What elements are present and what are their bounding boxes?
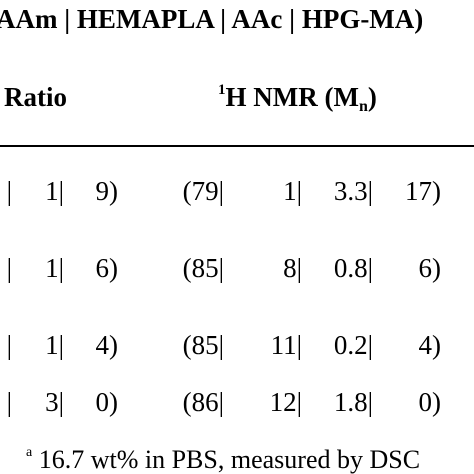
nmr-cell: (79| bbox=[182, 176, 224, 206]
nmr-cell: (85| bbox=[182, 253, 224, 283]
header-rule bbox=[0, 145, 474, 147]
header-nmr: 1H NMR (Mn) bbox=[218, 82, 377, 115]
nmr-cell: 0.2| bbox=[333, 330, 373, 360]
nmr-cell: 3.3| bbox=[333, 176, 373, 206]
footnote: a 16.7 wt% in PBS, measured by DSC bbox=[26, 445, 421, 474]
ratio-cell: 9) bbox=[95, 176, 119, 206]
ratio-cell: 4) bbox=[95, 330, 119, 360]
ratio-cell: 1| bbox=[45, 176, 64, 206]
nmr-cell: 6) bbox=[418, 253, 442, 283]
nmr-cell: 8| bbox=[283, 253, 302, 283]
ratio-cell: | bbox=[6, 176, 12, 206]
header-nmr-close: ) bbox=[367, 82, 377, 112]
nmr-cell: 1| bbox=[283, 176, 302, 206]
nmr-cell: 4) bbox=[418, 330, 442, 360]
table-title: AAm | HEMAPLA | AAc | HPG-MA) bbox=[0, 4, 424, 34]
nmr-cell: 11| bbox=[270, 330, 302, 360]
ratio-cell: 6) bbox=[95, 253, 119, 283]
ratio-cell: 3| bbox=[45, 387, 64, 417]
header-nmr-superscript: 1 bbox=[218, 82, 226, 98]
nmr-cell: 17) bbox=[405, 176, 441, 206]
header-ratio: Ratio bbox=[4, 82, 67, 112]
ratio-cell: 1| bbox=[45, 330, 64, 360]
ratio-cell: | bbox=[6, 253, 12, 283]
ratio-cell: | bbox=[6, 387, 12, 417]
header-nmr-subscript: n bbox=[358, 98, 368, 115]
ratio-cell: 1| bbox=[45, 253, 64, 283]
footnote-marker: a bbox=[26, 445, 33, 460]
nmr-cell: 1.8| bbox=[333, 387, 373, 417]
footnote-text: 16.7 wt% in PBS, measured by DSC bbox=[32, 445, 421, 474]
ratio-cell: 0) bbox=[95, 387, 119, 417]
nmr-cell: 0) bbox=[418, 387, 442, 417]
nmr-cell: (86| bbox=[182, 387, 224, 417]
nmr-cell: 0.8| bbox=[333, 253, 373, 283]
nmr-cell: (85| bbox=[182, 330, 224, 360]
header-nmr-main: H NMR (M bbox=[225, 82, 359, 112]
ratio-cell: | bbox=[6, 330, 12, 360]
nmr-cell: 12| bbox=[269, 387, 302, 417]
